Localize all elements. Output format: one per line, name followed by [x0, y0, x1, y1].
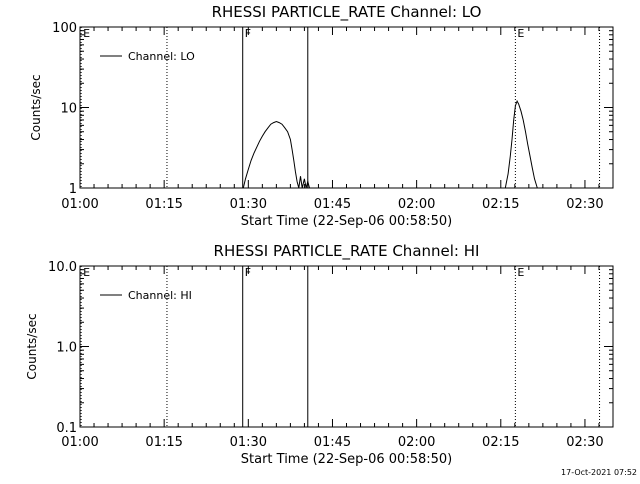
y-tick-label: 0.1 — [56, 421, 77, 436]
x-tick-label: 01:15 — [145, 435, 182, 450]
data-series-0-1 — [504, 99, 538, 189]
y-tick-label: 100 — [52, 21, 77, 36]
event-marker-label: F — [245, 27, 251, 40]
event-marker-label: E — [517, 266, 524, 279]
event-marker-label: E — [517, 27, 524, 40]
y-tick-label: 10 — [60, 102, 77, 117]
event-marker-label: E — [83, 27, 90, 40]
x-tick-label: 02:15 — [482, 197, 519, 212]
x-tick-label: 02:30 — [566, 197, 603, 212]
footer-timestamp: 17-Oct-2021 07:52 — [561, 468, 637, 477]
x-tick-label: 01:30 — [230, 197, 267, 212]
x-tick-label: 01:45 — [314, 197, 351, 212]
x-tick-label: 01:45 — [314, 435, 351, 450]
x-tick-label: 02:15 — [482, 435, 519, 450]
data-series-0-0 — [242, 120, 310, 189]
x-tick-label: 01:00 — [61, 435, 98, 450]
y-axis-label: Counts/sec — [29, 74, 43, 140]
x-axis-label: Start Time (22-Sep-06 00:58:50) — [241, 452, 452, 467]
x-tick-label: 01:15 — [145, 197, 182, 212]
x-tick-label: 02:00 — [398, 197, 435, 212]
y-tick-label: 1 — [69, 182, 77, 197]
event-marker-label: E — [83, 266, 90, 279]
chart-title: RHESSI PARTICLE_RATE Channel: LO — [212, 3, 482, 22]
x-tick-label: 02:00 — [398, 435, 435, 450]
x-axis-label: Start Time (22-Sep-06 00:58:50) — [241, 214, 452, 229]
legend-label: Channel: LO — [128, 50, 195, 63]
x-tick-label: 01:00 — [61, 197, 98, 212]
legend-label: Channel: HI — [128, 289, 192, 302]
y-tick-label: 10.0 — [48, 260, 77, 275]
chart-title: RHESSI PARTICLE_RATE Channel: HI — [214, 242, 480, 261]
y-tick-label: 1.0 — [56, 341, 77, 356]
x-tick-label: 02:30 — [566, 435, 603, 450]
x-tick-label: 01:30 — [230, 435, 267, 450]
y-axis-label: Counts/sec — [25, 313, 39, 379]
event-marker-label: F — [245, 266, 251, 279]
